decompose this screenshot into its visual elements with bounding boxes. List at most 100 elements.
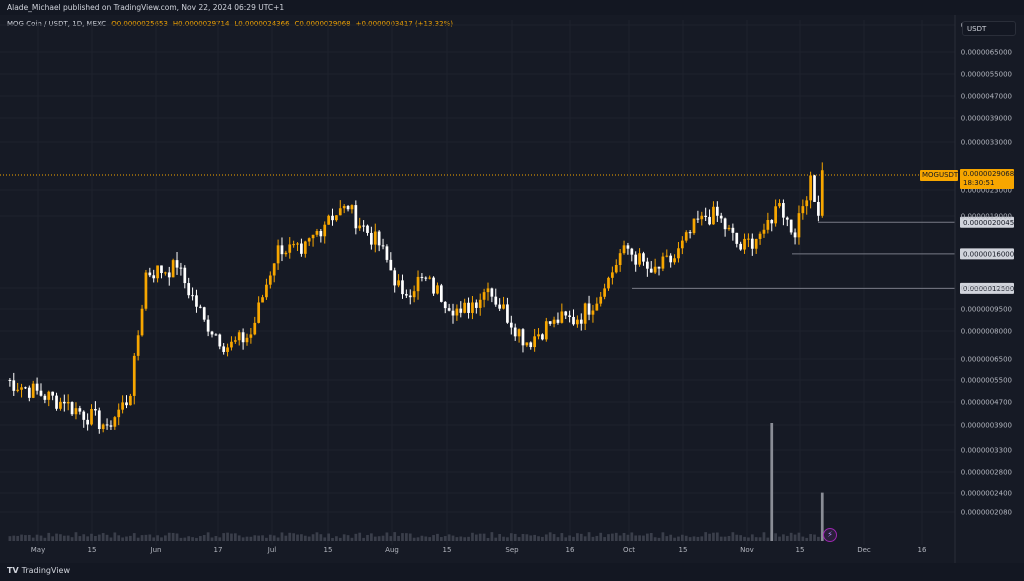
candle-body <box>257 302 261 323</box>
y-tick-label: 0.0000009500 <box>961 306 1012 314</box>
candle-body <box>525 342 529 346</box>
volume-bar <box>335 536 338 541</box>
volume-bar <box>323 537 327 541</box>
currency-button[interactable]: USDT <box>962 21 1016 36</box>
volume-bar <box>645 533 649 541</box>
candle-body <box>8 379 12 381</box>
candle-body <box>171 260 175 278</box>
volume-bar <box>774 533 777 541</box>
level-price-tag <box>960 216 1014 228</box>
lightning-icon[interactable]: ⚡ <box>823 528 837 542</box>
candle-body <box>117 409 121 418</box>
candle-body <box>109 425 113 427</box>
x-tick-label: 15 <box>679 546 688 554</box>
candle-body <box>416 276 420 292</box>
candle-body <box>323 224 327 237</box>
volume-bar <box>257 535 261 541</box>
tradingview-brand: TradingView <box>21 566 70 575</box>
price-chart[interactable]: 0.0000020045 0.0000016000 0.0000012500 0.0… <box>0 15 1024 563</box>
candle-body <box>548 321 552 324</box>
candle-body <box>307 238 311 242</box>
x-tick-label: Jun <box>150 546 162 554</box>
volume-bar <box>167 532 171 541</box>
volume-bar <box>311 534 315 541</box>
volume-bar <box>179 537 183 541</box>
candle-body <box>237 332 241 341</box>
volume-bar <box>568 535 571 541</box>
volume-bar <box>78 536 82 541</box>
candle-body <box>319 231 323 237</box>
candle-body <box>544 321 548 340</box>
grid-lines <box>0 20 955 545</box>
candle-body <box>486 288 490 293</box>
y-tick-label: 0.0000002800 <box>961 469 1012 477</box>
volume-bars <box>8 423 824 541</box>
volume-bar <box>642 535 645 541</box>
volume-bar <box>482 533 486 541</box>
volume-bar <box>125 536 128 541</box>
candle-body <box>817 201 820 216</box>
volume-bar <box>39 535 43 541</box>
y-tick-label: 0.0000033000 <box>961 139 1012 147</box>
candle-body <box>253 322 257 335</box>
candle-body <box>708 216 711 225</box>
candle-body <box>451 310 455 316</box>
candle-body <box>51 391 55 396</box>
volume-bar <box>587 532 591 541</box>
candle-body <box>335 215 338 221</box>
candle-body <box>517 329 521 337</box>
volume-bar <box>719 536 723 541</box>
candle-body <box>509 322 513 328</box>
candle-body <box>645 261 649 269</box>
volume-spike-bar <box>770 423 774 541</box>
candle-body <box>684 232 688 241</box>
candle-body <box>579 319 583 324</box>
volume-bar <box>370 533 373 541</box>
candle-body <box>164 272 167 274</box>
volume-bar <box>416 537 420 541</box>
candle-body <box>125 402 128 406</box>
level-price-label: 0.0000016000 <box>963 250 1014 258</box>
volume-bar <box>677 536 680 541</box>
candle-body <box>59 401 62 409</box>
candle-body <box>12 380 16 391</box>
candle-body <box>284 252 288 255</box>
candle-body <box>265 284 268 298</box>
volume-bar <box>101 533 105 541</box>
tradingview-logo[interactable]: TV TradingView <box>7 566 70 575</box>
candle-body <box>494 296 498 305</box>
volume-bar <box>649 533 653 541</box>
level-price-label: 0.0000012500 <box>963 285 1014 293</box>
volume-bar <box>94 535 97 541</box>
time-axis: May 15 Jun 17 Jul 15 Aug 15 Sep 16 Oct 15 Nov 15 Dec 16 <box>31 546 927 554</box>
volume-bar <box>669 534 673 541</box>
candle-body <box>607 277 610 289</box>
candle-body <box>591 310 595 315</box>
volume-bar <box>245 536 249 541</box>
level-price-tag <box>960 248 1014 260</box>
volume-bar <box>420 535 424 541</box>
candle-body <box>595 303 599 311</box>
volume-bar <box>673 537 676 541</box>
volume-bar <box>59 534 62 541</box>
candle-body <box>191 295 194 297</box>
volume-bar <box>809 534 812 541</box>
candle-body <box>272 263 276 276</box>
legend-symbol[interactable]: MOG Coin / USDT, 1D, MEXC <box>7 20 107 28</box>
x-tick-label: Nov <box>740 546 754 554</box>
candle-body <box>132 355 136 396</box>
volume-bar <box>136 537 140 541</box>
volume-bar <box>47 532 51 541</box>
candle-body <box>39 390 43 396</box>
candle-body <box>300 243 303 254</box>
y-tick-label: 0.0000003300 <box>961 447 1012 455</box>
volume-bar <box>272 535 276 541</box>
volume-bar <box>288 532 292 541</box>
candle-body <box>303 241 307 254</box>
volume-bar <box>657 537 661 541</box>
publisher-bar: Alade_Michael published on TradingView.c… <box>0 0 1024 15</box>
candle-body <box>47 391 51 400</box>
volume-bar <box>129 535 132 541</box>
x-tick-label: 16 <box>918 546 927 554</box>
candle-body <box>459 308 463 313</box>
